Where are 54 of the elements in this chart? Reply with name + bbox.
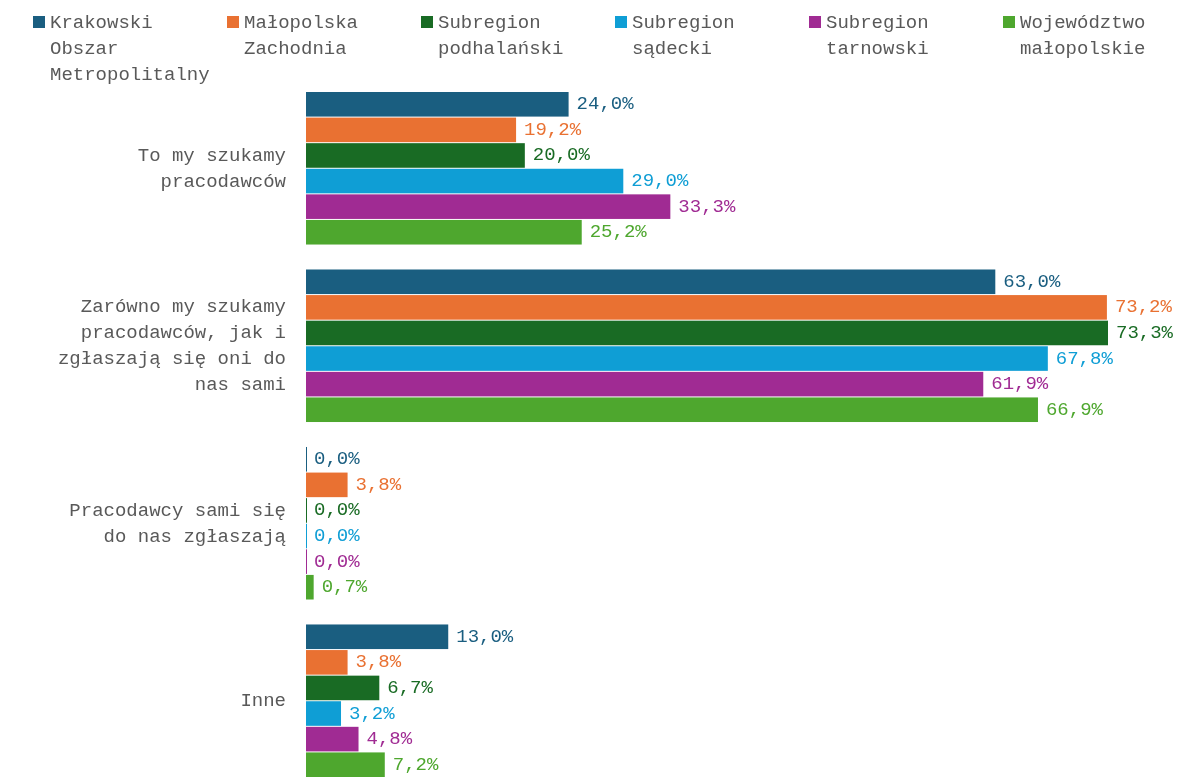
- data-label: 13,0%: [456, 625, 514, 648]
- data-label: 6,7%: [387, 676, 434, 699]
- data-label: 66,9%: [1045, 398, 1104, 421]
- bar: [306, 371, 984, 397]
- y-tick-label: Inne: [240, 690, 286, 713]
- data-label: 3,8%: [355, 651, 402, 674]
- data-label: 24,0%: [576, 93, 635, 116]
- bar: [306, 701, 342, 726]
- bar: [306, 320, 1108, 346]
- bar: [306, 624, 449, 650]
- bar: [306, 346, 1048, 371]
- bar: [306, 472, 348, 498]
- data-label: 19,2%: [524, 118, 582, 141]
- data-label: 73,2%: [1114, 296, 1173, 319]
- data-label: 61,9%: [991, 373, 1049, 396]
- y-tick-label: Zarówno my szukamy pracodawców, jak i zgłaszają się oni do nas sami: [57, 296, 286, 397]
- data-label: 25,2%: [589, 221, 648, 244]
- data-label: 3,8%: [355, 473, 402, 496]
- data-label: 0,0%: [314, 499, 361, 522]
- data-label: 0,0%: [314, 525, 361, 548]
- data-label: 0,7%: [321, 576, 368, 599]
- data-label: 67,8%: [1055, 347, 1114, 370]
- legend-label: Subregion podhalański: [438, 12, 564, 61]
- legend-label: Subregion sądecki: [632, 12, 735, 61]
- data-label: 0,0%: [314, 550, 361, 573]
- data-label: 7,2%: [392, 753, 439, 776]
- bar: [306, 143, 525, 168]
- y-tick-label: To my szukamy pracodawców: [137, 144, 287, 193]
- bar: [306, 168, 624, 194]
- legend-label: Województwo małopolskie: [1020, 12, 1146, 61]
- bar: [306, 726, 359, 752]
- bar: [306, 219, 582, 245]
- bar: [306, 194, 671, 219]
- legend-label: Małopolska Zachodnia: [244, 12, 359, 61]
- bar: [306, 397, 1038, 423]
- data-label: 29,0%: [631, 170, 689, 193]
- data-label: 0,0%: [314, 448, 361, 471]
- y-tick-label: Pracodawcy sami się do nas zgłaszają: [69, 499, 286, 548]
- legend-label: Krakowski Obszar Metropolitalny: [50, 12, 210, 87]
- data-label: 73,3%: [1116, 321, 1174, 344]
- bar: [306, 269, 996, 295]
- bar: [306, 752, 385, 777]
- bar: [306, 117, 517, 143]
- bar: [306, 574, 314, 600]
- bar: [306, 92, 569, 117]
- legend-label: Subregion tarnowski: [826, 12, 929, 61]
- bar: [306, 650, 348, 675]
- data-label: 63,0%: [1003, 270, 1061, 293]
- data-label: 4,8%: [366, 728, 413, 751]
- data-label: 20,0%: [532, 144, 591, 167]
- bar: [306, 675, 380, 701]
- data-label: 3,2%: [349, 702, 396, 725]
- data-label: 33,3%: [678, 195, 736, 218]
- bar: [306, 295, 1107, 320]
